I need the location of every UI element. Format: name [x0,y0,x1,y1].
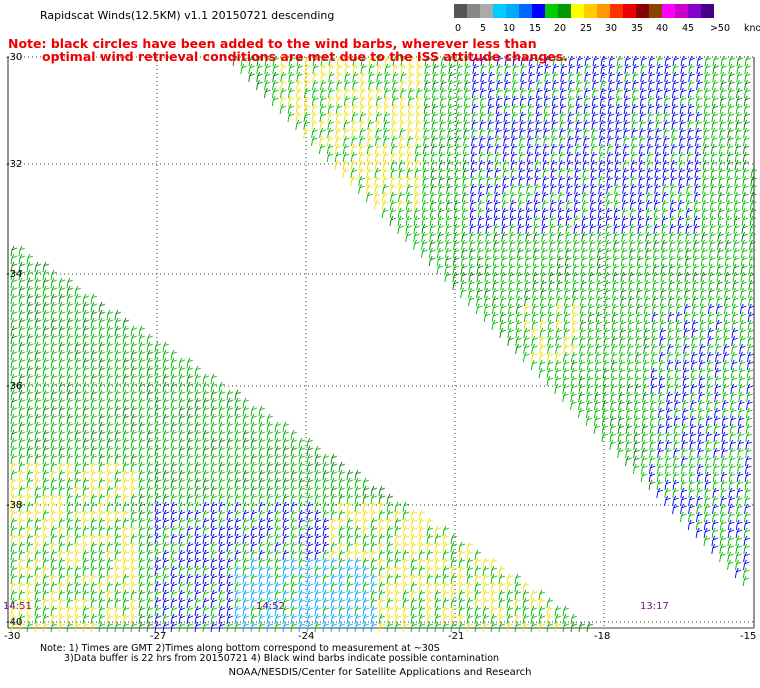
attitude-note-line2: optimal wind retrieval conditions are me… [42,49,568,64]
bottom-note-line1: Note: 1) Times are GMT 2)Times along bot… [40,643,440,654]
wind-barb-group [234,557,378,633]
legend-swatch [688,4,701,18]
credits-footer: NOAA/NESDIS/Center for Satellite Applica… [228,667,532,678]
legend-swatch [493,4,506,18]
legend-tick-label: 5 [479,23,487,34]
wind-barb-group [154,55,755,633]
legend-swatch [649,4,662,18]
legend-swatch [675,4,688,18]
legend-unit: knots [744,23,760,34]
legend-tick-label: 15 [528,23,542,34]
lat-label-32: -32 [6,159,23,170]
legend-swatch [584,4,597,18]
lon-label-21: -21 [448,631,465,642]
lat-label-40: -40 [6,617,23,628]
pass-time-2: 14:52 [256,601,285,612]
legend-tick-label: 35 [630,23,644,34]
legend-swatch [467,4,480,18]
map-title: Rapidscat Winds(12.5KM) v1.1 20150721 de… [40,9,335,22]
legend-tick-label: 45 [681,23,695,34]
legend-tick-label: 0 [454,23,462,34]
legend-swatch [532,4,545,18]
lon-label-30: -30 [4,631,21,642]
legend-swatch [636,4,649,18]
wind-barb-group [10,55,758,633]
legend-swatch [597,4,610,18]
legend-swatch [545,4,558,18]
wind-barb-group [10,55,579,633]
lon-label-24: -24 [298,631,315,642]
lon-label-27: -27 [150,631,167,642]
wind-speed-legend: 0 5 10 15 20 25 30 35 40 45 >50 knots [454,4,760,36]
lat-label-36: -36 [6,381,23,392]
legend-swatch [506,4,519,18]
legend-swatch [558,4,571,18]
lat-label-34: -34 [6,269,23,280]
wind-barb-group [10,55,757,633]
legend-swatch [610,4,623,18]
lat-label-30: -30 [6,52,23,63]
legend-tick-label: 10 [502,23,516,34]
pass-time-3: 13:17 [640,601,669,612]
attitude-note-line1: Note: black circles have been added to t… [8,36,537,51]
legend-tick-label: 30 [604,23,618,34]
lat-lon-grid [7,56,755,629]
lon-label-15: -15 [740,631,757,642]
legend-swatch [571,4,584,18]
lon-label-18: -18 [594,631,611,642]
legend-swatch [623,4,636,18]
legend-tick-label: 25 [579,23,593,34]
pass-time-1: 14:51 [3,601,32,612]
legend-tick-label: >50 [709,23,731,34]
legend-swatch [454,4,467,18]
legend-tick-label: 20 [553,23,567,34]
wind-barb-swaths [10,55,758,633]
legend-tick-label: 40 [655,23,669,34]
legend-swatch [480,4,493,18]
legend-swatch [701,4,714,18]
legend-swatch [662,4,675,18]
lat-label-38: -38 [6,500,23,511]
legend-swatch [519,4,532,18]
bottom-note-line2: 3)Data buffer is 22 hrs from 20150721 4)… [64,653,500,664]
